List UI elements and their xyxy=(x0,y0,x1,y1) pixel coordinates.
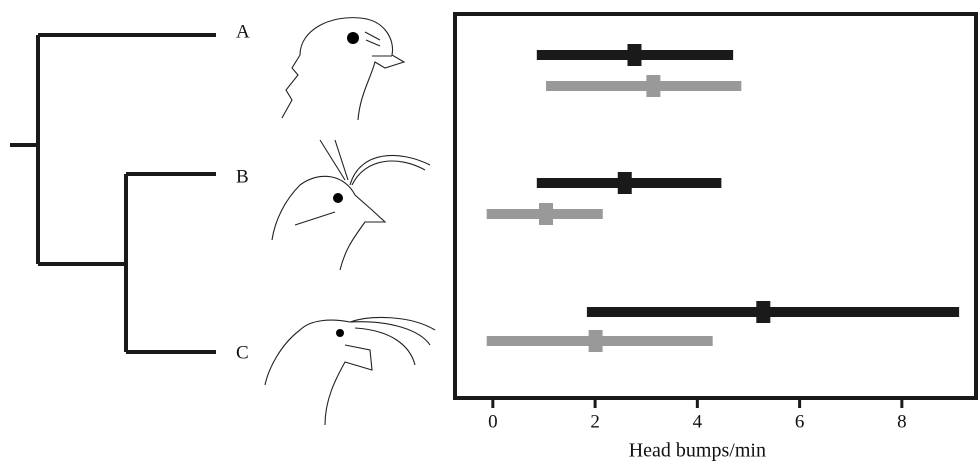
mean-marker xyxy=(618,172,632,194)
category-label: B xyxy=(236,166,249,187)
bird-drawings xyxy=(265,18,435,425)
mean-marker xyxy=(589,330,603,352)
category-label: A xyxy=(236,21,250,42)
x-tick-label: 2 xyxy=(590,411,600,432)
mean-marker xyxy=(539,203,553,225)
tree xyxy=(10,35,216,352)
x-tick-label: 8 xyxy=(897,411,907,432)
category-label: C xyxy=(236,342,249,363)
x-axis-label: Head bumps/min xyxy=(629,440,766,462)
x-tick-label: 6 xyxy=(795,411,805,432)
mean-marker xyxy=(627,44,641,66)
x-tick-label: 4 xyxy=(693,411,703,432)
mean-marker xyxy=(646,75,660,97)
x-tick-label: 0 xyxy=(488,411,498,432)
mean-marker xyxy=(756,301,770,323)
figure: Head bumps/min 0 2 4 6 8 A B C xyxy=(0,0,980,463)
